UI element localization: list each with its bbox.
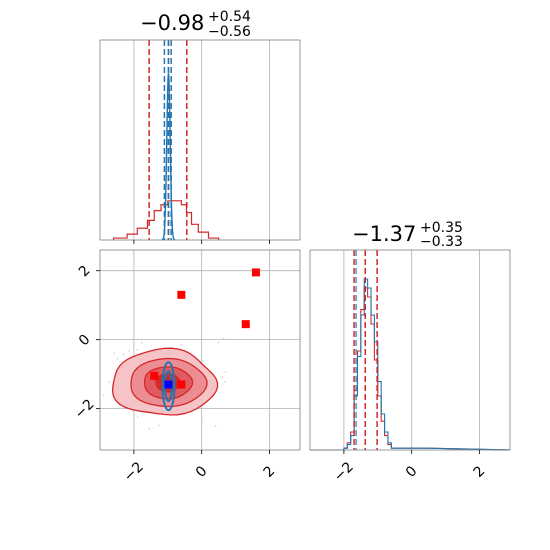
param2-red-histogram	[310, 287, 511, 451]
joint-distribution-panel: −2 0 2 −2 0 2	[72, 249, 301, 485]
param2-title-minus: −0.33	[420, 234, 463, 250]
joint-sample-point	[122, 353, 125, 356]
joint-sample-point	[116, 358, 119, 360]
param2-xtick-label: 2	[471, 463, 489, 481]
param2-blue-histogram	[310, 278, 511, 451]
joint-sample-point	[102, 394, 105, 397]
joint-sample-point	[112, 352, 115, 355]
joint-ytick-label: 2	[76, 263, 94, 281]
param1-red-histogram	[112, 200, 220, 240]
joint-sample-point	[136, 349, 139, 352]
joint-sample-point	[224, 371, 227, 374]
param2-frame	[309, 249, 511, 451]
joint-red-square-marker	[251, 268, 260, 277]
joint-truth-blue-marker	[164, 380, 173, 389]
param1-title-minus: −0.56	[208, 24, 251, 40]
joint-red-square-marker	[177, 290, 186, 299]
joint-sample-point	[128, 349, 130, 352]
joint-sample-point	[148, 427, 151, 430]
param2-xtick-label: 0	[403, 463, 421, 481]
joint-red-square-marker	[150, 371, 159, 380]
joint-sample-point	[136, 416, 139, 419]
joint-sample-point	[214, 425, 217, 427]
joint-xtick-label: −2	[121, 459, 147, 485]
joint-frame	[99, 249, 301, 451]
joint-sample-point	[140, 341, 143, 344]
joint-red-square-marker	[241, 320, 250, 329]
joint-red-square-marker	[177, 380, 186, 389]
joint-xtick-label: 0	[193, 463, 211, 481]
param1-title-plus: +0.54	[208, 9, 251, 25]
param2-title: −1.37	[352, 222, 416, 246]
joint-xtick-label: 2	[261, 463, 279, 481]
joint-sample-point	[107, 381, 110, 384]
joint-blue-contour	[161, 361, 176, 412]
joint-sample-point	[217, 341, 220, 344]
param1-blue-histogram	[161, 73, 176, 241]
joint-sample-point	[222, 337, 225, 340]
joint-sample-point	[158, 424, 160, 427]
joint-sample-point	[220, 376, 223, 379]
param1-title: −0.98	[140, 11, 204, 35]
joint-sample-point	[201, 416, 204, 419]
param1-histogram-panel	[99, 39, 301, 244]
joint-sample-point	[180, 344, 183, 347]
joint-sample-point	[224, 380, 226, 383]
param1-frame	[99, 39, 301, 241]
param2-title-plus: +0.35	[420, 220, 463, 236]
param2-histogram-panel: −2 0 2	[309, 249, 511, 485]
joint-ytick-label: −2	[72, 396, 98, 422]
joint-ytick-label: 0	[76, 332, 94, 350]
joint-sample-point	[137, 338, 140, 340]
param2-xtick-label: −2	[331, 459, 357, 485]
